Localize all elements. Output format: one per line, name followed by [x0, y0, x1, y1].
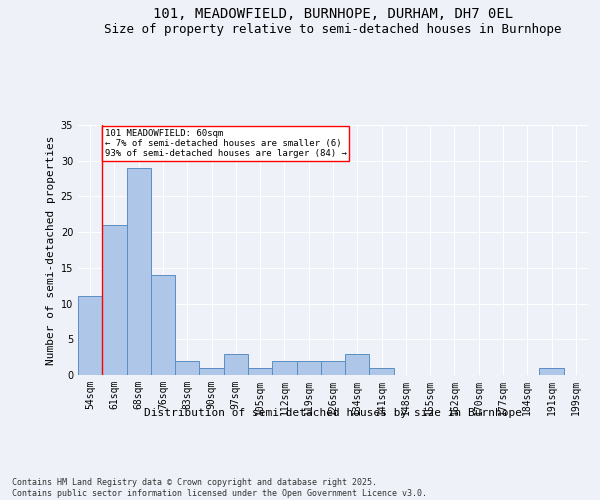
- Bar: [151, 275, 175, 375]
- Bar: [272, 360, 296, 375]
- Bar: [127, 168, 151, 375]
- Text: Distribution of semi-detached houses by size in Burnhope: Distribution of semi-detached houses by …: [144, 408, 522, 418]
- Bar: [199, 368, 224, 375]
- Bar: [321, 360, 345, 375]
- Bar: [370, 368, 394, 375]
- Y-axis label: Number of semi-detached properties: Number of semi-detached properties: [46, 135, 56, 365]
- Bar: [78, 296, 102, 375]
- Bar: [248, 368, 272, 375]
- Bar: [102, 225, 127, 375]
- Bar: [539, 368, 564, 375]
- Bar: [175, 360, 199, 375]
- Bar: [224, 354, 248, 375]
- Bar: [296, 360, 321, 375]
- Text: Contains HM Land Registry data © Crown copyright and database right 2025.
Contai: Contains HM Land Registry data © Crown c…: [12, 478, 427, 498]
- Bar: [345, 354, 370, 375]
- Text: 101, MEADOWFIELD, BURNHOPE, DURHAM, DH7 0EL: 101, MEADOWFIELD, BURNHOPE, DURHAM, DH7 …: [153, 8, 513, 22]
- Text: Size of property relative to semi-detached houses in Burnhope: Size of property relative to semi-detach…: [104, 22, 562, 36]
- Text: 101 MEADOWFIELD: 60sqm
← 7% of semi-detached houses are smaller (6)
93% of semi-: 101 MEADOWFIELD: 60sqm ← 7% of semi-deta…: [105, 128, 347, 158]
